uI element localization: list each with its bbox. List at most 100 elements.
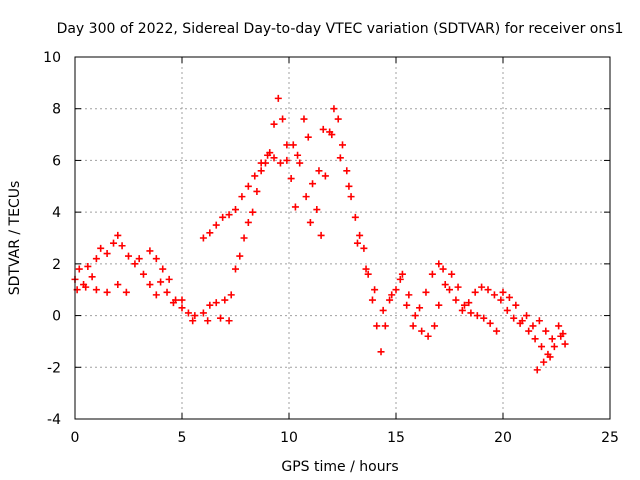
data-point <box>92 255 100 263</box>
data-point <box>533 366 541 374</box>
data-point <box>364 270 372 278</box>
data-point <box>157 278 165 286</box>
data-point <box>516 319 524 327</box>
data-point <box>283 156 291 164</box>
y-tick-label: 10 <box>43 50 61 66</box>
data-point <box>279 115 287 123</box>
y-tick-label: 4 <box>52 205 61 221</box>
data-point <box>471 288 479 296</box>
data-point <box>103 250 111 258</box>
x-tick-label: 20 <box>494 430 512 446</box>
data-points <box>71 94 569 374</box>
data-point <box>505 293 513 301</box>
data-point <box>317 231 325 239</box>
data-point <box>300 115 308 123</box>
data-point <box>319 125 327 133</box>
x-axis-label: GPS time / hours <box>281 459 398 475</box>
data-point <box>135 255 143 263</box>
data-point <box>232 206 239 214</box>
data-point <box>88 273 96 281</box>
data-point <box>110 239 118 247</box>
plot-frame <box>74 56 611 420</box>
data-point <box>84 262 92 270</box>
x-tick-label: 25 <box>601 430 619 446</box>
data-point <box>244 218 252 226</box>
data-point <box>274 94 282 102</box>
data-point <box>497 296 505 304</box>
data-point <box>484 286 492 294</box>
data-point <box>486 319 494 327</box>
y-tick-label: 0 <box>52 309 61 325</box>
data-point <box>287 175 295 183</box>
data-point <box>191 312 199 320</box>
data-point <box>550 343 558 351</box>
data-point <box>480 314 488 322</box>
data-point <box>131 260 139 268</box>
data-point <box>251 172 259 180</box>
data-point <box>92 286 100 294</box>
data-point <box>523 312 531 320</box>
data-point <box>529 322 537 330</box>
data-point <box>304 133 312 141</box>
data-point <box>152 255 160 263</box>
data-point <box>334 115 342 123</box>
data-point <box>309 180 317 188</box>
data-point <box>439 265 447 273</box>
data-point <box>249 208 257 216</box>
data-point <box>283 141 291 149</box>
data-point <box>525 327 533 335</box>
data-point <box>388 291 396 299</box>
data-point <box>165 275 173 283</box>
data-point <box>225 211 233 219</box>
data-point <box>125 252 132 260</box>
data-point <box>244 182 252 190</box>
data-point <box>114 281 122 289</box>
data-point <box>330 105 338 113</box>
data-point <box>448 270 456 278</box>
data-point <box>172 296 180 304</box>
data-point <box>411 312 419 320</box>
y-tick-label: 6 <box>52 153 61 169</box>
data-point <box>146 247 154 255</box>
data-point <box>206 229 214 237</box>
data-point <box>315 167 323 175</box>
chart-title: Day 300 of 2022, Sidereal Day-to-day VTE… <box>57 21 624 37</box>
data-point <box>306 218 314 226</box>
data-point <box>368 296 376 304</box>
data-point <box>531 335 539 343</box>
data-point <box>435 301 443 309</box>
x-axis-ticks: 0 5 10 15 20 25 <box>71 57 619 446</box>
data-point <box>159 265 167 273</box>
data-point <box>221 296 229 304</box>
data-point <box>351 213 359 221</box>
y-tick-label: -2 <box>47 360 61 376</box>
data-point <box>296 159 304 167</box>
data-point <box>428 270 436 278</box>
data-point <box>276 159 284 167</box>
y-tick-label: 8 <box>52 102 61 118</box>
x-tick-label: 0 <box>71 430 80 446</box>
data-point <box>336 154 344 162</box>
data-point <box>118 242 126 250</box>
data-point <box>431 322 439 330</box>
data-point <box>270 154 278 162</box>
data-point <box>373 322 381 330</box>
data-point <box>199 309 207 317</box>
data-point <box>418 327 426 335</box>
data-point <box>392 286 400 294</box>
y-axis-label: SDTVAR / TECUs <box>7 181 23 296</box>
data-point <box>510 314 518 322</box>
data-point <box>97 244 105 252</box>
grid <box>75 57 610 419</box>
data-point <box>458 306 466 314</box>
data-point <box>542 327 550 335</box>
data-point <box>416 304 424 312</box>
data-point <box>499 288 507 296</box>
y-tick-label: 2 <box>52 257 61 273</box>
data-point <box>347 193 355 201</box>
data-point <box>291 203 299 211</box>
data-point <box>212 299 220 307</box>
data-point <box>212 221 220 229</box>
